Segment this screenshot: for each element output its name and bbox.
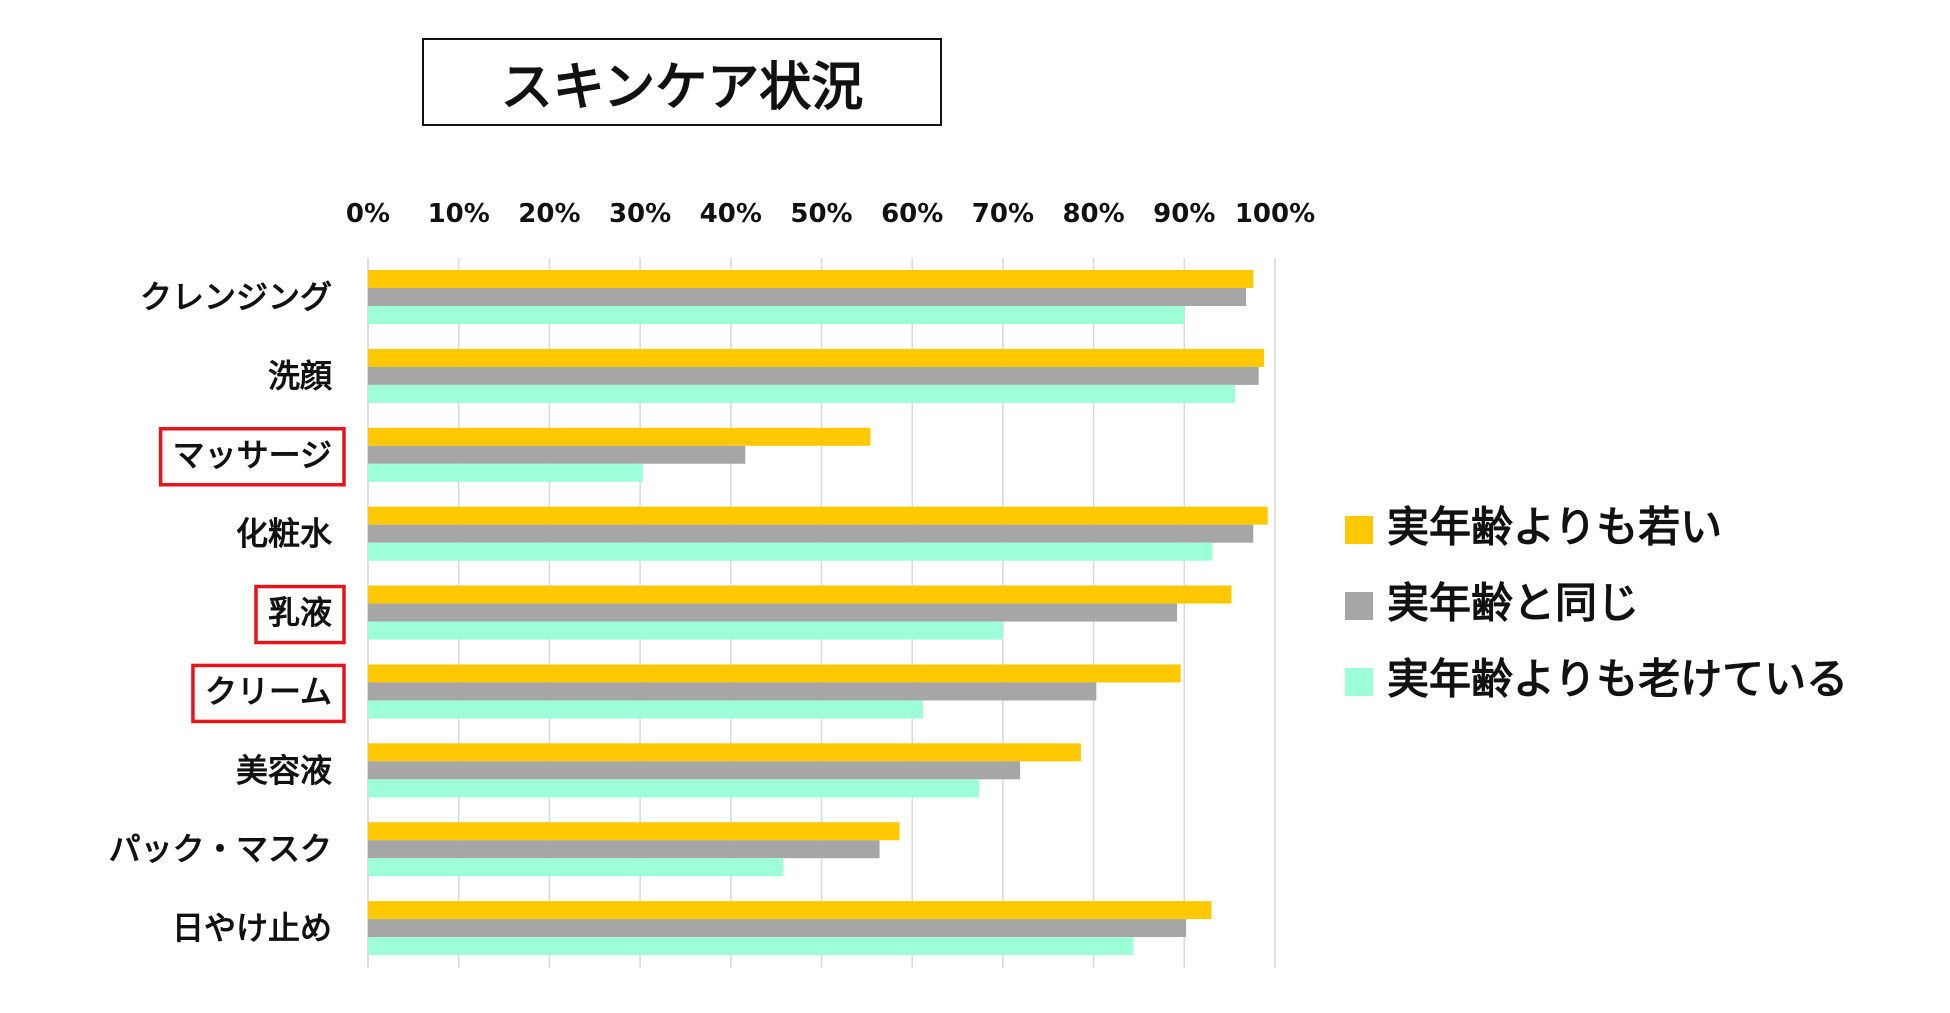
chart-title: スキンケア状況 (422, 38, 942, 126)
category-label: クレンジング (140, 278, 332, 316)
bar (368, 664, 1181, 683)
category-label: マッサージ (173, 436, 332, 474)
bar (368, 445, 746, 464)
x-tick-label: 70% (972, 199, 1034, 229)
category-label: 乳液 (268, 594, 332, 632)
category-label: 日やけ止め (172, 909, 332, 947)
bar (368, 306, 1185, 324)
x-tick-label: 50% (790, 199, 852, 229)
bar (368, 463, 643, 482)
x-tick-label: 40% (700, 199, 762, 229)
bar (368, 348, 1265, 367)
bar (368, 288, 1246, 306)
bar (368, 840, 880, 859)
legend-swatch (1345, 668, 1373, 696)
x-tick-label: 10% (428, 199, 490, 229)
category-label: クリーム (205, 672, 332, 710)
category-label: 化粧水 (236, 515, 333, 553)
x-tick-label: 0% (346, 199, 390, 229)
category-label: 洗顔 (268, 357, 333, 395)
bar (368, 585, 1232, 604)
bar (368, 366, 1259, 385)
bar (368, 682, 1097, 701)
legend-swatch (1345, 592, 1373, 620)
x-tick-label: 30% (609, 199, 671, 229)
bar (368, 937, 1134, 956)
bar (368, 822, 900, 841)
bar (368, 506, 1268, 525)
bar (368, 901, 1212, 920)
bar (368, 384, 1236, 403)
bar (368, 743, 1081, 762)
legend-label: 実年齢と同じ (1387, 579, 1639, 628)
bar (368, 427, 871, 446)
bar (368, 700, 924, 719)
category-label: 美容液 (236, 751, 332, 789)
x-axis: 0% 10% 20% 30% 40% 50% 60% 70% 80% 90% 100% (346, 199, 1315, 229)
bar (368, 858, 784, 877)
bar (368, 603, 1178, 622)
x-tick-label: 100% (1235, 199, 1315, 229)
x-tick-label: 60% (881, 199, 943, 229)
bar (368, 542, 1213, 561)
highlight-box (158, 427, 346, 487)
bar (368, 621, 1003, 640)
x-tick-label: 80% (1062, 199, 1124, 229)
bar (368, 270, 1254, 288)
highlight-box (254, 584, 346, 645)
bar (368, 919, 1187, 938)
x-tick-label: 90% (1153, 199, 1215, 229)
bar (368, 779, 980, 798)
category-label: パック・マスク (109, 830, 332, 868)
highlight-box (191, 663, 346, 724)
bar (368, 761, 1021, 780)
bars (368, 270, 1268, 956)
legend-label: 実年齢よりも若い (1387, 503, 1722, 552)
legend-label: 実年齢よりも老けている (1387, 655, 1848, 704)
x-tick-label: 20% (518, 199, 580, 229)
bar (368, 524, 1254, 543)
legend-swatch (1345, 516, 1373, 544)
